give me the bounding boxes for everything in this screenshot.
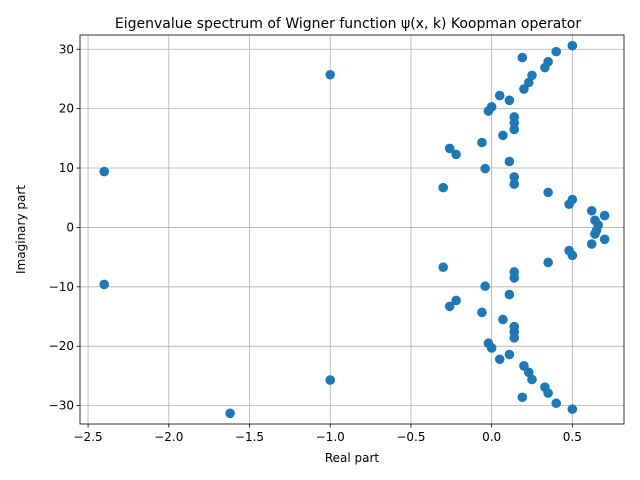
y-axis-label: Imaginary part: [14, 185, 28, 274]
data-point: [494, 354, 505, 365]
x-tick-label: −1.0: [316, 430, 345, 444]
data-point: [567, 404, 578, 414]
data-point: [586, 239, 597, 249]
data-point: [519, 84, 529, 94]
data-point: [586, 205, 597, 216]
plot-area: [80, 35, 624, 424]
x-tick-label: −1.5: [235, 430, 264, 444]
y-tick-label: 30: [59, 42, 74, 56]
data-point: [99, 279, 110, 290]
data-point: [509, 273, 520, 283]
data-point: [551, 46, 562, 57]
data-point: [567, 40, 578, 51]
x-tick-label: −2.0: [154, 430, 183, 444]
data-point: [523, 77, 534, 88]
data-point: [517, 52, 528, 63]
data-point: [451, 295, 461, 306]
data-point: [444, 143, 455, 154]
x-axis-ticks: −2.5 −2.0 −1.5 −1.0 −0.5 0.0 0.5: [74, 424, 582, 444]
y-tick-label: −20: [49, 339, 74, 353]
data-point: [477, 307, 487, 318]
plot-frame: [79, 34, 625, 425]
data-point: [509, 172, 520, 182]
data-point: [483, 106, 494, 116]
x-tick-label: −2.5: [74, 430, 103, 444]
data-point: [543, 187, 553, 198]
y-tick-label: 10: [59, 161, 74, 175]
y-tick-label: 0: [66, 220, 74, 234]
data-point: [438, 182, 449, 193]
data-point: [599, 210, 610, 221]
data-point: [527, 374, 537, 385]
data-point: [504, 156, 515, 167]
data-point: [99, 166, 110, 177]
data-point: [540, 62, 550, 73]
data-point: [444, 301, 455, 312]
data-point: [590, 229, 600, 239]
data-point: [494, 90, 505, 101]
data-point: [498, 130, 508, 141]
data-point: [543, 257, 553, 268]
data-point: [480, 163, 490, 174]
data-point: [325, 69, 336, 80]
data-point: [438, 262, 449, 273]
data-point: [564, 199, 574, 210]
x-tick-label: −0.5: [396, 430, 425, 444]
y-tick-label: −10: [49, 280, 74, 294]
x-tick-label: 0.5: [563, 430, 582, 444]
data-point: [451, 149, 461, 160]
data-point: [504, 349, 515, 360]
data-point: [486, 343, 497, 353]
data-point: [480, 281, 490, 292]
data-point: [509, 333, 520, 343]
y-tick-label: 20: [59, 102, 74, 116]
data-point: [225, 408, 235, 419]
x-axis-label: Real part: [325, 451, 380, 465]
y-tick-label: −30: [49, 399, 74, 413]
data-point: [477, 137, 487, 148]
data-point: [504, 289, 515, 300]
x-tick-label: 0.0: [482, 430, 501, 444]
data-point: [543, 388, 553, 398]
data-points: [99, 40, 610, 419]
data-point: [509, 179, 520, 189]
y-axis-ticks: −30 −20 −10 0 10 20 30: [49, 42, 80, 413]
data-point: [509, 124, 520, 135]
data-point: [498, 314, 508, 325]
chart-title: Eigenvalue spectrum of Wigner function ψ…: [115, 16, 581, 32]
data-point: [517, 392, 528, 403]
data-point: [519, 360, 529, 371]
data-point: [599, 234, 610, 245]
data-point: [551, 398, 562, 409]
grid: [80, 35, 624, 424]
data-point: [567, 250, 578, 261]
data-point: [504, 95, 515, 106]
data-point: [325, 375, 336, 385]
